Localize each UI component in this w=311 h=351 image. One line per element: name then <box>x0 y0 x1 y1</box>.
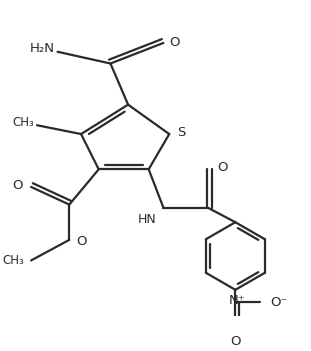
Text: O: O <box>12 179 23 192</box>
Text: O: O <box>230 335 241 348</box>
Text: O: O <box>77 235 87 248</box>
Text: H₂N: H₂N <box>30 42 55 55</box>
Text: S: S <box>178 126 186 139</box>
Text: O⁻: O⁻ <box>271 296 288 309</box>
Text: O: O <box>169 37 180 49</box>
Text: CH₃: CH₃ <box>2 254 24 267</box>
Text: N⁺: N⁺ <box>229 294 245 307</box>
Text: CH₃: CH₃ <box>12 116 34 129</box>
Text: HN: HN <box>137 213 156 226</box>
Text: O: O <box>218 161 228 174</box>
